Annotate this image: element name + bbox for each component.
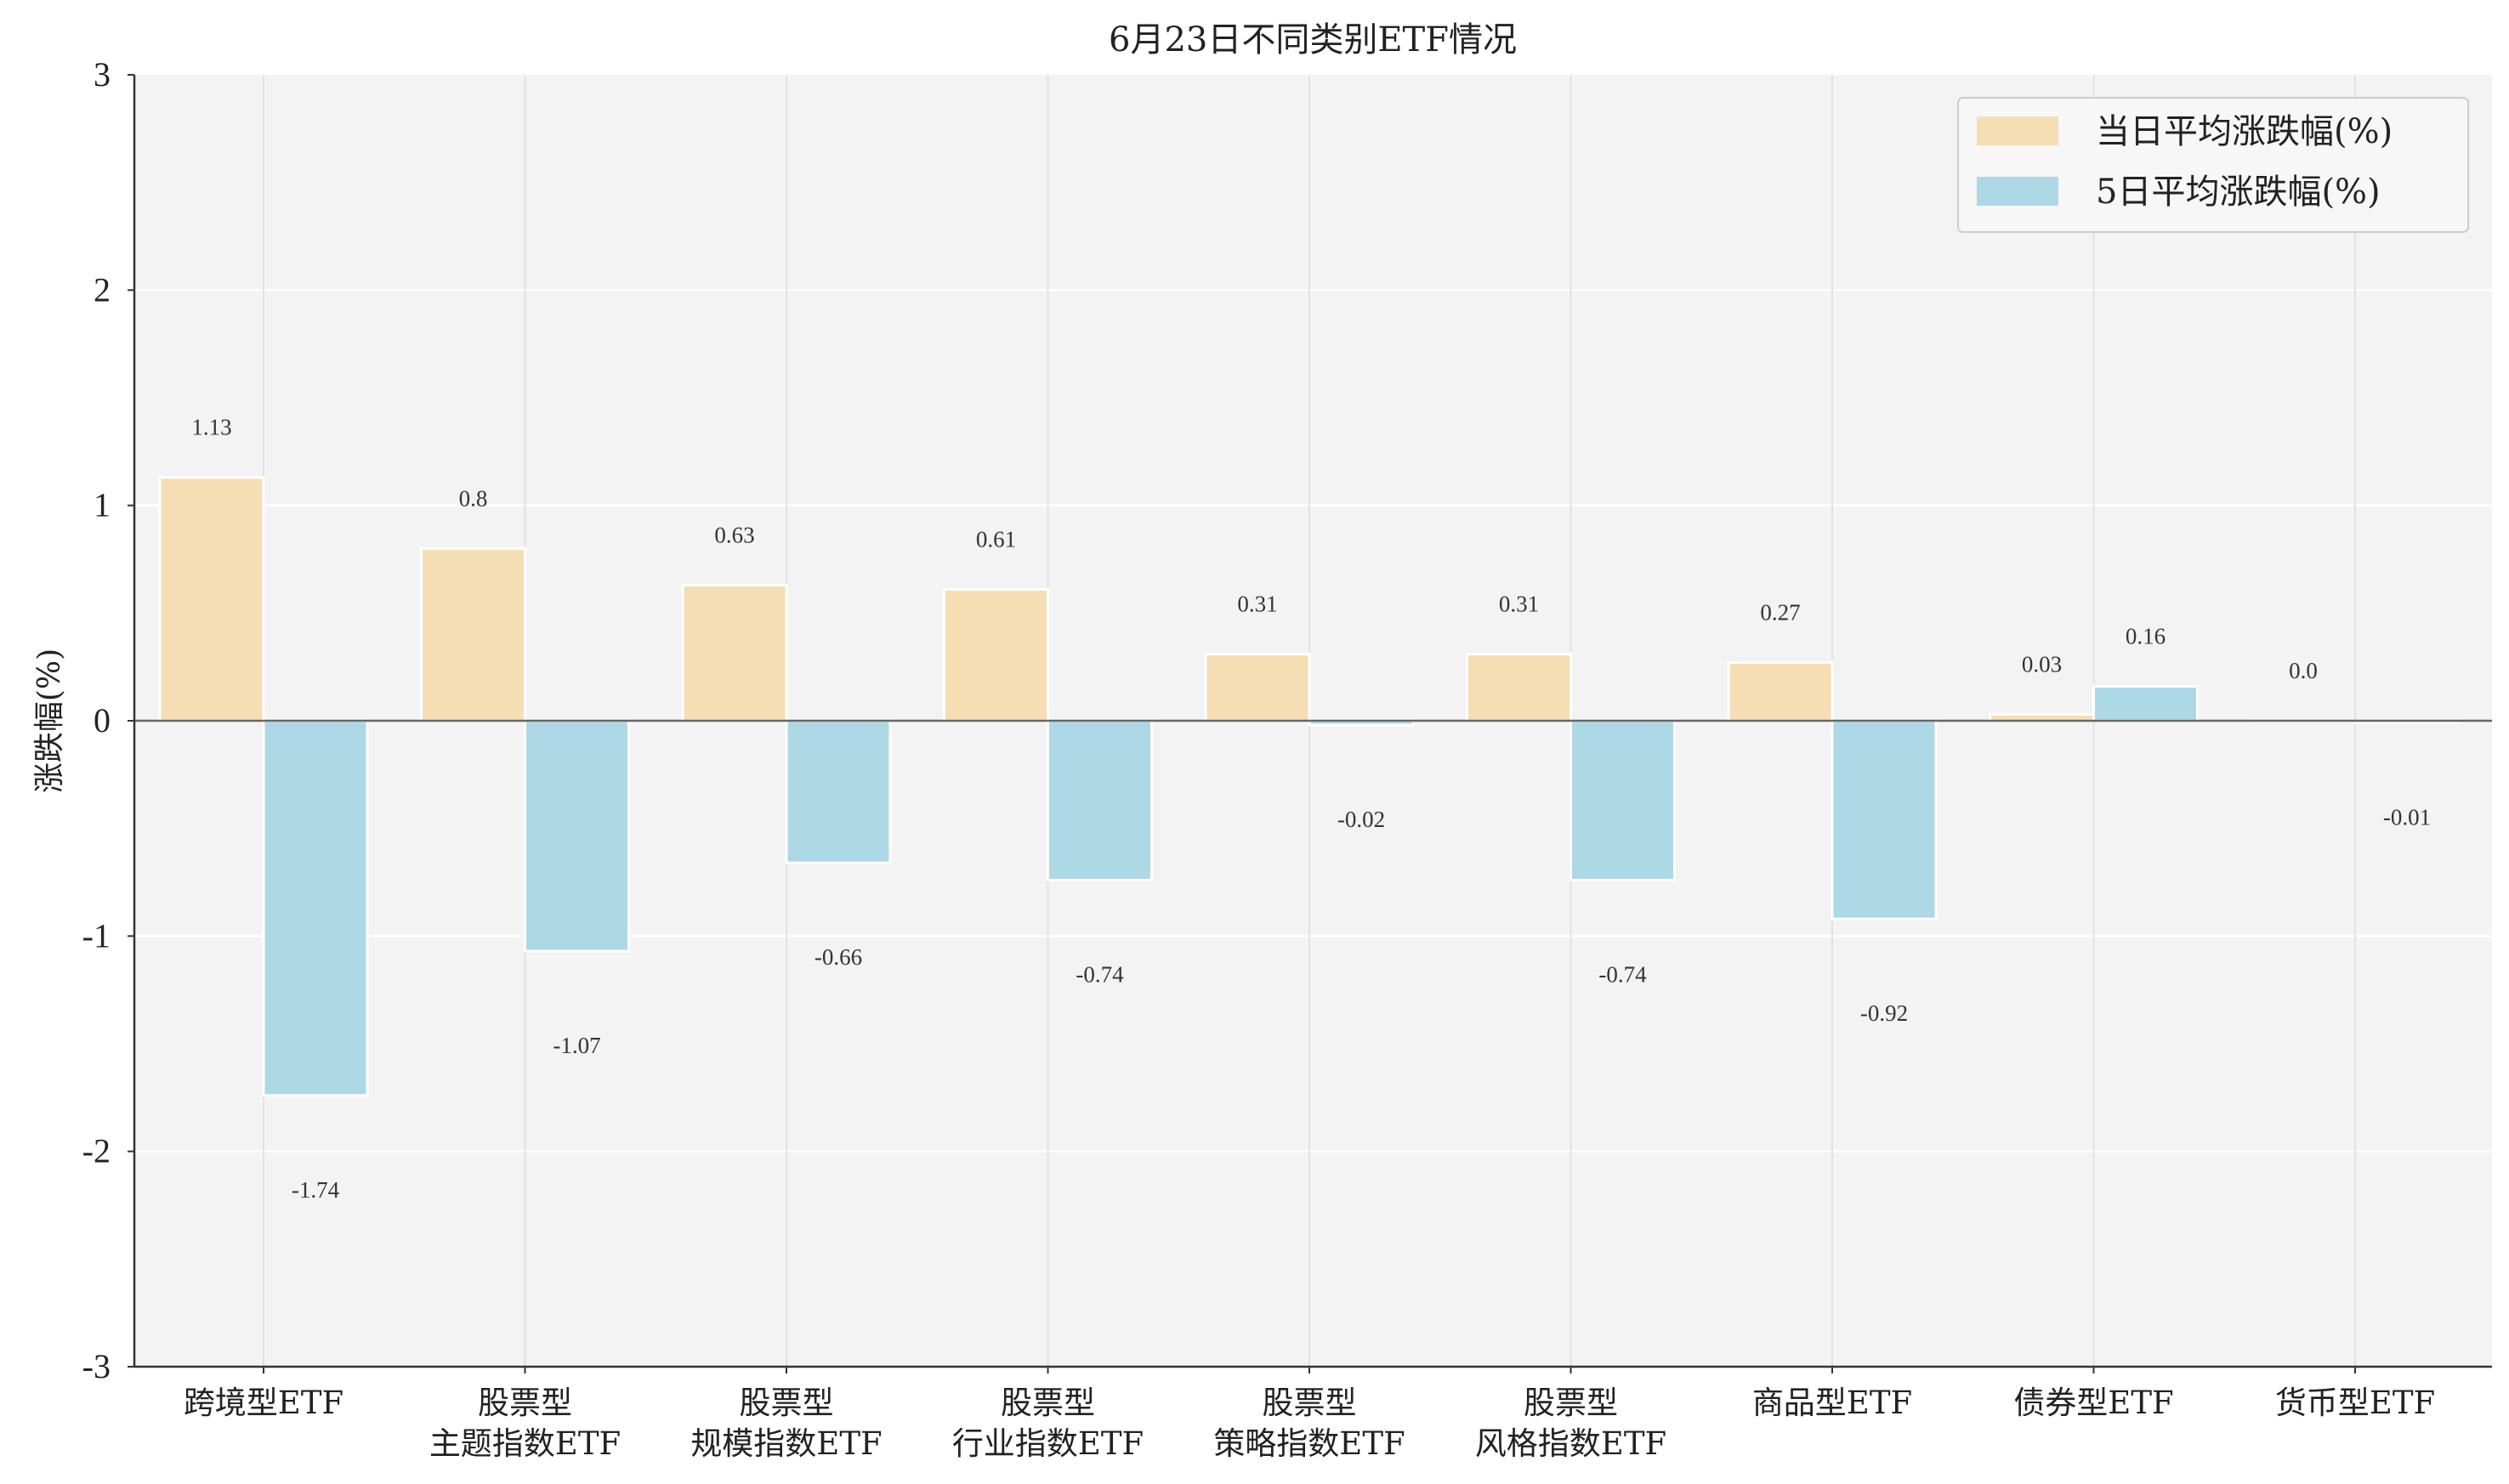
x-category-label: 主题指数ETF: [429, 1425, 621, 1462]
data-label-5day: -1.74: [292, 1177, 340, 1203]
x-category-label: 商品型ETF: [1752, 1385, 1912, 1421]
y-tick-label: 0: [94, 701, 111, 739]
data-label-5day: -0.74: [1598, 961, 1647, 987]
data-label-daily: 0.03: [2022, 651, 2062, 677]
x-category-label: 策略指数ETF: [1213, 1425, 1405, 1462]
data-label-5day: -0.02: [1337, 807, 1385, 832]
data-label-5day: -1.07: [553, 1033, 600, 1058]
bar-daily: [681, 583, 788, 722]
bar-5day: [524, 719, 630, 953]
y-tick-label: -1: [82, 916, 111, 954]
bars: [158, 476, 2461, 1097]
data-label-daily: 1.13: [191, 415, 231, 440]
data-label-daily: 0.31: [1237, 591, 1277, 616]
legend-box: [1957, 97, 2469, 233]
x-category-label: 货币型ETF: [2275, 1385, 2435, 1421]
bar-5day: [1047, 719, 1153, 881]
legend-swatch-5day: [1977, 177, 2058, 206]
y-tick-label: -2: [82, 1132, 111, 1170]
x-category-label: 股票型: [1524, 1385, 1618, 1421]
x-category-label: 股票型: [740, 1385, 834, 1421]
bar-daily: [158, 476, 265, 722]
x-category-label: 股票型: [1263, 1385, 1357, 1421]
x-category-label: 股票型: [478, 1385, 572, 1421]
bar-daily: [943, 587, 1049, 722]
legend: 当日平均涨跌幅(%) 5日平均涨跌幅(%): [1957, 97, 2469, 233]
bar-5day: [2092, 684, 2199, 722]
bar-daily: [1727, 661, 1834, 722]
y-tick-label: 2: [94, 270, 111, 309]
bar-5day: [785, 719, 892, 864]
x-category-label: 风格指数ETF: [1475, 1425, 1666, 1462]
chart-title: 6月23日不同类别ETF情况: [1109, 20, 1517, 59]
bar-5day: [262, 719, 369, 1097]
bar-daily: [1204, 652, 1311, 722]
data-label-5day: -0.92: [1860, 1000, 1908, 1026]
bar-5day: [1831, 719, 1938, 920]
x-category-label: 行业指数ETF: [952, 1425, 1144, 1462]
data-label-daily: 0.8: [459, 485, 488, 511]
data-label-5day: -0.01: [2383, 805, 2431, 830]
bar-daily: [420, 547, 526, 722]
y-axis-label: 涨跌幅(%): [32, 649, 67, 793]
x-category-label: 规模指数ETF: [690, 1425, 882, 1462]
data-label-5day: -0.74: [1076, 961, 1124, 987]
data-labels: 1.13 0.8 0.63 0.61 0.31 0.31 0.27 0.03 0.0 -1.74 -…: [191, 415, 2431, 1203]
data-label-daily: 0.31: [1499, 591, 1539, 616]
data-label-5day: -0.66: [815, 944, 862, 970]
data-label-daily: 0.0: [2289, 658, 2318, 683]
y-tick-label: 1: [94, 486, 111, 524]
x-category-label: 股票型: [1001, 1385, 1095, 1421]
data-label-daily: 0.61: [976, 526, 1016, 552]
y-tick-label: -3: [82, 1347, 111, 1385]
y-tick-label: 3: [94, 55, 111, 93]
y-axis-ticks: 3 2 1 0 -1 -2 -3: [82, 55, 134, 1385]
legend-swatch-daily: [1977, 116, 2058, 145]
data-label-daily: 0.27: [1760, 600, 1800, 626]
bar-5day: [1570, 719, 1676, 881]
bar-daily: [1466, 652, 1572, 722]
x-category-label: 债券型ETF: [2013, 1385, 2173, 1421]
data-label-daily: 0.63: [714, 522, 754, 547]
data-label-5day: 0.16: [2126, 623, 2166, 649]
legend-label-daily: 当日平均涨跌幅(%): [2096, 112, 2393, 151]
legend-label-5day: 5日平均涨跌幅(%): [2096, 173, 2381, 212]
x-category-label: 跨境型ETF: [184, 1385, 343, 1421]
